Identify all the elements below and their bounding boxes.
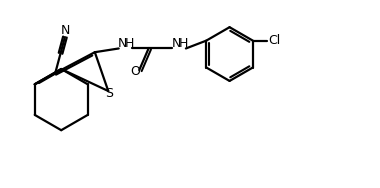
Text: N: N [172,37,181,50]
Text: N: N [118,37,128,50]
Text: S: S [105,87,112,100]
Text: Cl: Cl [268,34,280,47]
Text: O: O [130,65,140,78]
Text: H: H [125,37,135,50]
Text: H: H [179,37,188,50]
Text: N: N [60,24,70,37]
